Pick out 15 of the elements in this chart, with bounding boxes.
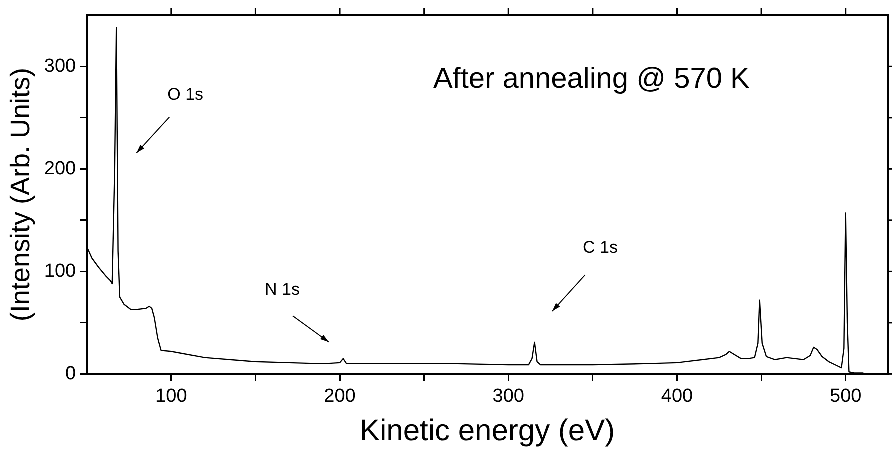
x-tick-label: 500 — [830, 386, 862, 407]
y-axis-title: (Intensity (Arb. Units) — [6, 68, 36, 322]
annotation: N 1s — [265, 280, 300, 299]
annotation: O 1s — [168, 85, 204, 104]
x-axis-title: Kinetic energy (eV) — [360, 414, 616, 448]
text: After annealing @ 570 K — [433, 62, 751, 95]
y-tick-label: 0 — [66, 363, 76, 384]
y-tick-label: 300 — [44, 56, 76, 77]
y-tick-label: 200 — [44, 158, 76, 180]
y-tick-label: 100 — [44, 260, 76, 282]
annotation: C 1s — [582, 238, 618, 257]
x-tick-label: 200 — [324, 386, 356, 407]
x-tick-label: 300 — [492, 386, 524, 407]
x-tick-label: 100 — [156, 386, 188, 407]
x-tick-label: 400 — [661, 386, 694, 407]
